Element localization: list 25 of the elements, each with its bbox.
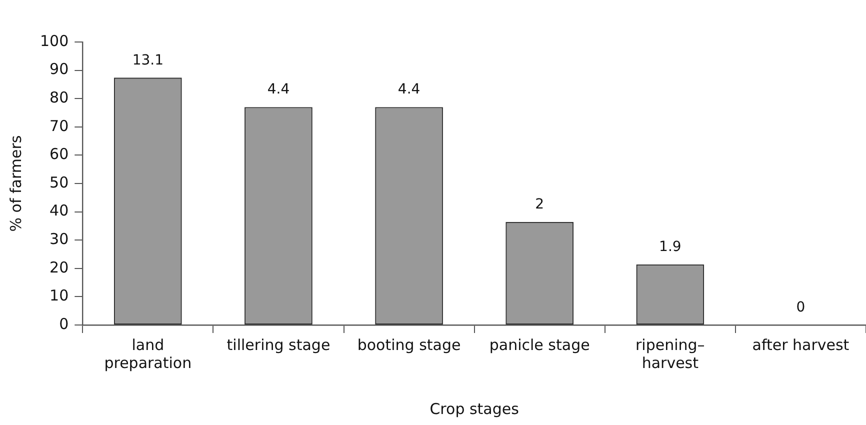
y-tick-label: 40 xyxy=(50,202,69,220)
y-tick-label: 80 xyxy=(50,88,69,106)
y-tick-label: 10 xyxy=(50,286,69,305)
y-tick-label: 20 xyxy=(50,258,69,276)
x-axis-title: Crop stages xyxy=(430,400,520,418)
annotation: 13.1 xyxy=(132,52,164,68)
annotation: 4.4 xyxy=(267,82,290,98)
y-tick-label: 60 xyxy=(50,145,69,164)
annotation: 2 xyxy=(535,196,544,213)
x-tick-label: tillering stage xyxy=(226,336,330,354)
y-tick-label: 70 xyxy=(50,116,69,135)
y-tick-label: 50 xyxy=(50,173,69,192)
annotation: 1.9 xyxy=(659,239,682,256)
x-tick-label: panicle stage xyxy=(489,336,590,354)
annotation: 0 xyxy=(796,300,806,316)
x-tick-label: land preparation xyxy=(104,336,192,372)
y-tick-label: 0 xyxy=(59,314,69,333)
x-tick-label: ripening–harvest xyxy=(636,336,705,372)
x-tick-label: after harvest xyxy=(752,336,850,354)
annotation: 4.4 xyxy=(398,82,420,98)
y-tick-label: 100 xyxy=(40,32,69,50)
y-axis-title: % of farmers xyxy=(6,135,25,232)
x-tick-label: booting stage xyxy=(357,336,461,354)
y-tick-label: 30 xyxy=(50,230,69,248)
y-tick-label: 90 xyxy=(50,60,69,78)
